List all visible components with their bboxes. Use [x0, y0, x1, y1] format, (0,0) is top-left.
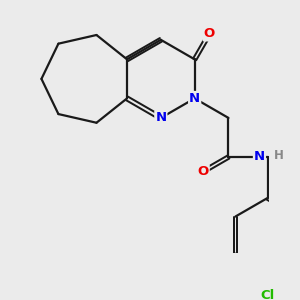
Text: H: H	[274, 149, 284, 162]
Text: N: N	[155, 111, 167, 124]
Text: Cl: Cl	[260, 289, 275, 300]
Text: O: O	[197, 165, 209, 178]
Text: N: N	[189, 92, 200, 105]
Text: O: O	[204, 28, 215, 40]
Text: N: N	[254, 151, 265, 164]
